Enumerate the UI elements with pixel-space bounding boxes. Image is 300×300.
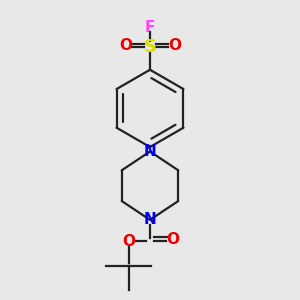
Text: S: S — [143, 38, 157, 56]
Text: O: O — [122, 234, 135, 249]
Text: O: O — [119, 38, 132, 53]
Text: F: F — [145, 20, 155, 35]
Text: N: N — [144, 144, 156, 159]
Text: O: O — [168, 38, 181, 53]
Text: N: N — [144, 212, 156, 227]
Text: O: O — [166, 232, 179, 247]
